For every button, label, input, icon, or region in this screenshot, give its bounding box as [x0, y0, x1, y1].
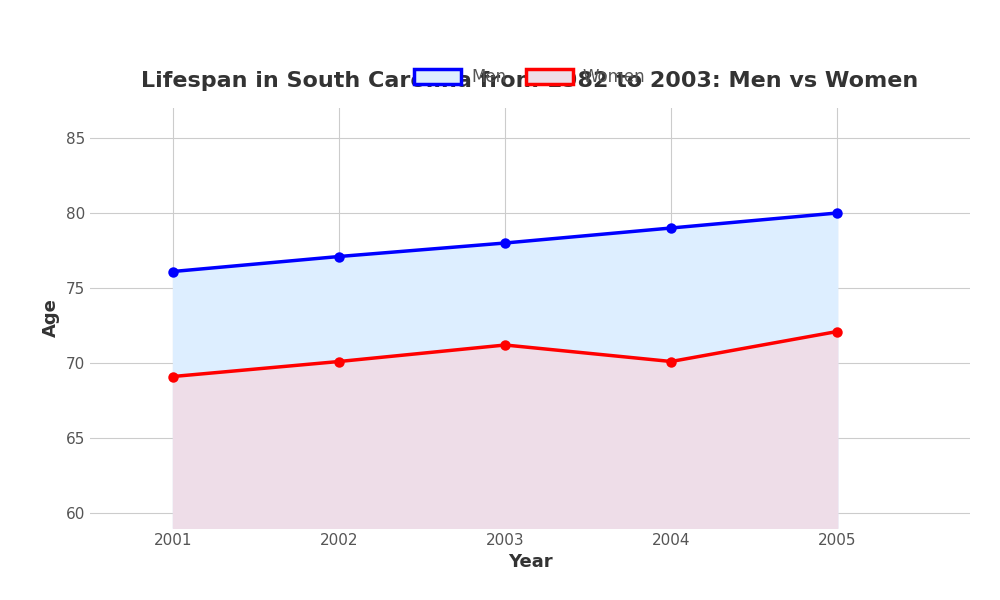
Legend: Men, Women: Men, Women	[408, 62, 652, 93]
Y-axis label: Age: Age	[42, 299, 60, 337]
Title: Lifespan in South Carolina from 1982 to 2003: Men vs Women: Lifespan in South Carolina from 1982 to …	[141, 71, 919, 91]
X-axis label: Year: Year	[508, 553, 552, 571]
